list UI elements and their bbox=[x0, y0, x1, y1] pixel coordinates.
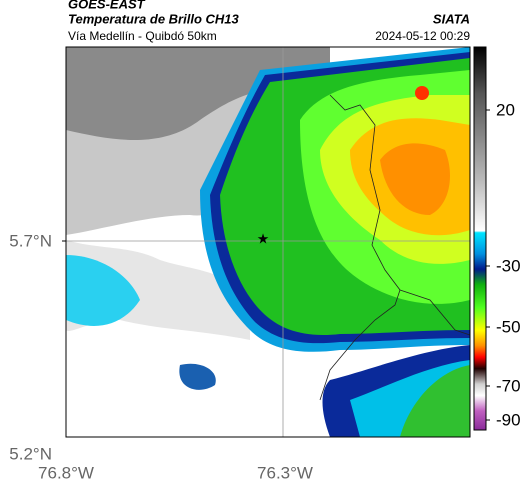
colorbar-tick-label: -70 bbox=[496, 376, 521, 395]
subtitle-region: Vía Medellín - Quibdó 50km bbox=[68, 29, 217, 43]
title-org: SIATA bbox=[433, 11, 470, 26]
colorbar-tick-label: 20 bbox=[496, 100, 515, 119]
title-source: GOES-EAST bbox=[68, 0, 146, 11]
title-product: Temperatura de Brillo CH13 bbox=[68, 11, 240, 26]
colorbar-tick-label: -50 bbox=[496, 317, 521, 336]
satellite-image: ★ bbox=[66, 47, 470, 437]
colorbar-tick-label: -90 bbox=[496, 410, 521, 429]
lat-label: 5.7°N bbox=[9, 231, 52, 250]
subtitle-time: 2024-05-12 00:29 bbox=[375, 29, 470, 43]
lon-label: 76.8°W bbox=[38, 463, 94, 482]
lon-label: 76.3°W bbox=[257, 463, 313, 482]
location-marker: ★ bbox=[257, 231, 270, 247]
lat-label: 5.2°N bbox=[9, 444, 52, 463]
colorbar bbox=[473, 46, 487, 431]
colorbar-tick-label: -30 bbox=[496, 256, 521, 275]
